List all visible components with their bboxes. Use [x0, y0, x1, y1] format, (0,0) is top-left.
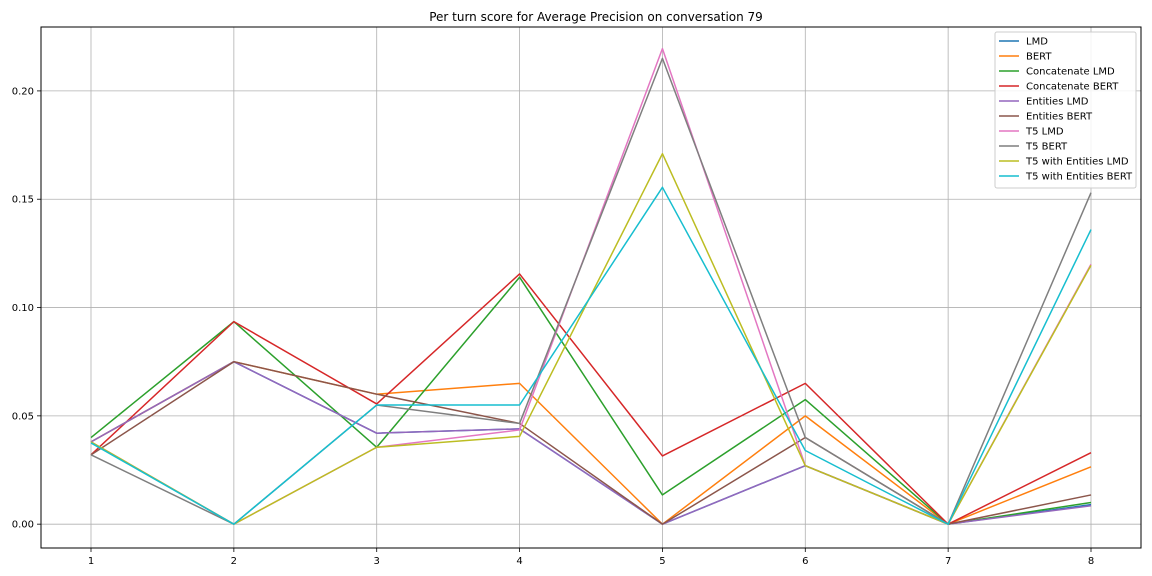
plot-area-frame	[40, 26, 1142, 549]
y-tick-label: 0.05	[12, 411, 34, 422]
legend-label: T5 LMD	[1025, 127, 1064, 138]
y-tick-label: 0.00	[12, 520, 34, 531]
legend-label: LMD	[1026, 37, 1048, 48]
x-tick-label: 6	[802, 556, 808, 567]
x-tick-label: 7	[945, 556, 951, 567]
series-line-9	[90, 152, 1092, 525]
x-axis: 1 2 3 4 5 6 7 8	[88, 548, 1094, 567]
legend-label: BERT	[1026, 52, 1052, 63]
legend-label: T5 with Entities LMD	[1025, 157, 1129, 168]
y-tick-label: 0.15	[12, 195, 34, 206]
grid	[41, 27, 1141, 548]
legend-label: Entities LMD	[1026, 97, 1089, 108]
chart-title: Per turn score for Average Precision on …	[429, 10, 763, 24]
y-axis: 0.00 0.05 0.10 0.15 0.20	[12, 86, 41, 531]
series-line-4	[90, 273, 1092, 525]
series-line-3	[90, 276, 1092, 525]
x-tick-label: 3	[374, 556, 380, 567]
legend-label: Entities BERT	[1026, 112, 1093, 123]
x-tick-label: 4	[516, 556, 522, 567]
legend-label: T5 BERT	[1025, 142, 1068, 153]
series-line-10	[90, 186, 1092, 525]
x-tick-label: 5	[659, 556, 665, 567]
legend-label: Concatenate LMD	[1026, 67, 1115, 78]
x-tick-label: 8	[1088, 556, 1094, 567]
series-lines	[90, 47, 1092, 525]
x-tick-label: 1	[88, 556, 94, 567]
legend-box	[994, 31, 1137, 189]
x-tick-label: 2	[231, 556, 237, 567]
y-tick-label: 0.10	[12, 303, 34, 314]
y-tick-label: 0.20	[12, 86, 34, 97]
legend-label: T5 with Entities BERT	[1025, 172, 1133, 183]
legend-label: Concatenate BERT	[1026, 82, 1119, 93]
legend: LMD BERT Concatenate LMD Concatenate BERT En…	[994, 31, 1137, 189]
